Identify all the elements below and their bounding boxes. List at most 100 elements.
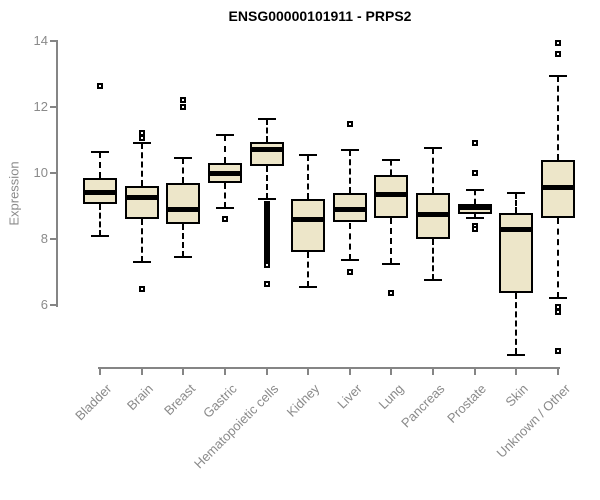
x-axis-tick	[515, 367, 518, 375]
median-line	[209, 170, 240, 176]
upper-whisker	[390, 159, 393, 175]
outlier-point	[555, 348, 562, 355]
lower-whisker-cap	[299, 285, 318, 288]
median-line	[168, 206, 199, 212]
lower-whisker-cap	[507, 353, 526, 356]
upper-whisker	[473, 189, 476, 205]
median-line	[126, 195, 157, 201]
upper-whisker	[515, 192, 518, 213]
median-line	[251, 147, 282, 153]
outlier-point	[221, 216, 228, 223]
lower-whisker	[432, 239, 435, 281]
y-axis-tick	[50, 106, 57, 108]
upper-whisker	[307, 154, 310, 200]
outlier-point	[263, 262, 270, 269]
median-line	[376, 191, 407, 197]
outlier-point	[138, 135, 145, 142]
x-axis-tick	[557, 367, 560, 375]
lower-whisker-cap	[257, 198, 276, 201]
upper-whisker-cap	[215, 134, 234, 137]
outlier-point	[471, 140, 478, 147]
x-axis-tick	[432, 367, 435, 375]
median-line	[418, 211, 449, 217]
y-axis-tick-label: 8	[40, 231, 48, 246]
x-axis-tick-label: Bladder	[72, 381, 115, 424]
median-line	[543, 185, 574, 191]
outlier-point	[263, 280, 270, 287]
upper-whisker-cap	[174, 157, 193, 160]
outlier-point	[471, 226, 478, 233]
x-axis-tick-label: Brain	[124, 381, 157, 414]
lower-whisker-cap	[215, 206, 234, 209]
y-axis-tick	[50, 238, 57, 240]
x-axis-tick	[99, 367, 101, 375]
upper-whisker-cap	[257, 117, 276, 120]
lower-whisker	[348, 222, 351, 261]
upper-whisker	[265, 118, 268, 142]
upper-whisker-cap	[299, 153, 318, 156]
upper-whisker	[99, 151, 101, 178]
lower-whisker	[265, 166, 268, 200]
lower-whisker-cap	[340, 259, 359, 262]
x-axis-tick-label: Pancreas	[398, 381, 448, 431]
lower-whisker	[557, 217, 560, 299]
outlier-point	[471, 170, 478, 176]
box	[166, 182, 201, 225]
box	[291, 199, 326, 253]
outlier-point	[97, 82, 103, 89]
outlier-point	[346, 269, 353, 275]
box	[499, 212, 534, 294]
x-axis-tick-label: Lung	[375, 381, 407, 413]
median-line	[293, 216, 324, 222]
box	[249, 141, 284, 167]
y-axis-tick	[50, 40, 57, 42]
lower-whisker-cap	[549, 297, 568, 300]
upper-whisker-cap	[507, 191, 526, 194]
x-axis-tick	[348, 367, 351, 375]
median-line	[334, 206, 365, 212]
x-axis-tick-label: Liver	[333, 381, 365, 412]
x-axis-tick	[473, 367, 476, 375]
y-axis-tick	[50, 172, 57, 174]
outlier-point	[555, 39, 562, 46]
outlier-point	[180, 97, 187, 104]
y-axis-tick-label: 12	[33, 99, 48, 114]
upper-whisker	[182, 158, 185, 183]
lower-whisker	[182, 224, 185, 258]
lower-whisker	[473, 214, 476, 218]
lower-whisker-cap	[174, 256, 193, 259]
outlier-point	[180, 104, 187, 110]
lower-whisker-cap	[382, 262, 401, 265]
lower-whisker	[99, 204, 101, 236]
lower-whisker-cap	[465, 216, 484, 219]
x-axis-tick	[140, 367, 143, 375]
x-axis-tick	[223, 367, 226, 375]
upper-whisker-cap	[465, 188, 484, 191]
upper-whisker	[223, 135, 226, 164]
box	[124, 186, 159, 220]
x-axis-line	[98, 367, 561, 369]
x-axis-tick-label: Prostate	[444, 381, 490, 426]
upper-whisker-cap	[91, 150, 109, 153]
lower-whisker	[307, 252, 310, 287]
y-axis-tick-label: 14	[33, 33, 48, 48]
median-line	[459, 205, 490, 211]
lower-whisker-cap	[91, 234, 109, 237]
upper-whisker-cap	[549, 74, 568, 77]
upper-whisker	[348, 149, 351, 193]
lower-whisker	[515, 293, 518, 355]
x-axis-tick-label: Breast	[160, 381, 198, 419]
upper-whisker-cap	[424, 147, 443, 150]
upper-whisker	[557, 75, 560, 160]
lower-whisker-cap	[132, 261, 151, 264]
median-line	[85, 190, 115, 196]
upper-whisker-cap	[340, 148, 359, 151]
chart-title: ENSG00000101911 - PRPS2	[228, 8, 412, 24]
outlier-point	[555, 308, 562, 315]
x-axis-tick-label: Unknown / Other	[493, 381, 573, 461]
outlier-point	[555, 51, 562, 58]
x-axis-tick-label: Gastric	[199, 381, 240, 421]
x-axis-tick	[390, 367, 393, 375]
outlier-point	[388, 290, 395, 297]
